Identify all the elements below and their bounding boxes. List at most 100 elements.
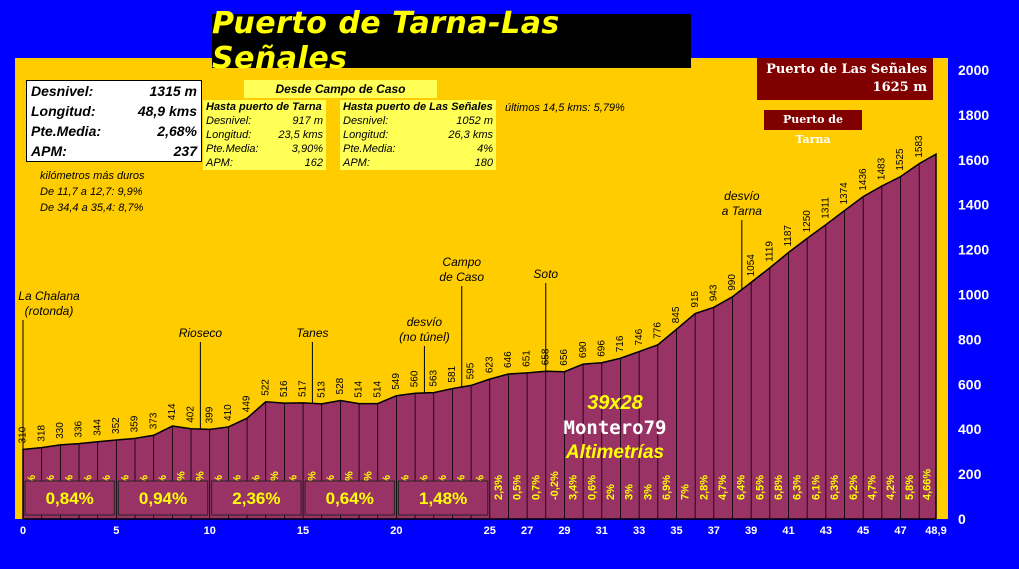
y-tick-label: 1800 [958, 107, 989, 123]
km-gradient-label: -0,2% [549, 471, 561, 500]
km-gradient-label: 4,66% [922, 469, 934, 500]
segment-gradient-label: 1,48% [419, 489, 467, 508]
x-tick-label: 39 [745, 525, 757, 537]
last-km-note: últimos 14,5 kms: 5,79% [505, 102, 625, 114]
segment-gradient-box [211, 480, 302, 516]
panel-value: 917 m [292, 115, 323, 127]
place-annotation: de Caso [439, 270, 484, 284]
altitude-label: 1583 [914, 135, 925, 158]
segment-gradient-box [24, 480, 115, 516]
km-gradient-label: 0,5% [512, 475, 524, 500]
place-annotation: (rotonda) [25, 304, 74, 318]
panel-row: Desnivel: 1052 m [340, 114, 496, 128]
stat-row: Desnivel: 1315 m [27, 81, 201, 101]
x-tick-label: 41 [782, 525, 794, 537]
panel-label: Pte.Media: [206, 143, 259, 155]
km-gradient-label: 4,2% [885, 475, 897, 500]
segment-gradient-label: 0,94% [139, 489, 187, 508]
altitude-label: 1054 [746, 254, 757, 277]
hardest-km-line: De 34,4 a 35,4: 8,7% [40, 202, 144, 214]
panel-row: Pte.Media: 3,90% [203, 142, 326, 156]
altitude-label: 716 [615, 335, 626, 352]
panel-row: APM: 162 [203, 156, 326, 170]
altitude-label: 563 [428, 369, 439, 386]
altitude-label: 516 [279, 380, 290, 397]
stat-label: Desnivel: [31, 83, 94, 99]
km-gradient-label: 0,6% [586, 475, 598, 500]
place-annotation: Campo [442, 255, 481, 269]
altitude-label: 690 [578, 341, 589, 358]
segment-gradient-box [397, 480, 489, 516]
altitude-label: 359 [130, 415, 141, 432]
y-tick-label: 1000 [958, 287, 989, 303]
altitude-label: 776 [652, 322, 663, 339]
panel-label: Pte.Media: [343, 143, 396, 155]
km-gradient-label: 3,4% [568, 475, 580, 500]
altitude-label: 1119 [764, 241, 775, 262]
stat-value: 1315 m [149, 83, 197, 99]
panel-label: Longitud: [206, 129, 252, 141]
y-tick-label: 600 [958, 376, 982, 392]
altitude-label: 1374 [839, 182, 850, 205]
altitude-label: 845 [671, 306, 682, 323]
altitude-label: 514 [354, 380, 365, 397]
segment-gradient-label: 0,64% [326, 489, 374, 508]
place-annotation: La Chalana [18, 289, 80, 303]
km-gradient-label: 5,8% [904, 475, 916, 500]
y-tick-label: 0 [958, 511, 966, 527]
panel-value: 180 [474, 157, 493, 169]
x-tick-label: 45 [857, 525, 869, 537]
panel-label: Longitud: [343, 129, 389, 141]
x-tick-label: 0 [20, 525, 26, 537]
panel-value: 23,5 kms [278, 129, 323, 141]
segment-gradient-box [304, 480, 395, 516]
hardest-km-line: De 11,7 a 12,7: 9,9% [40, 186, 143, 198]
place-annotation: Tanes [296, 326, 328, 340]
altitude-label: 318 [36, 424, 47, 441]
km-gradient-label: 4,7% [866, 475, 878, 500]
panel-label: APM: [206, 157, 233, 169]
summit-name: Puerto de Las Señales [766, 62, 927, 77]
panel-value: 4% [477, 143, 493, 155]
altitude-label: 344 [92, 419, 103, 436]
segment-gradient-box [117, 480, 209, 516]
altitude-label: 414 [167, 403, 178, 420]
km-gradient-label: 6,4% [736, 475, 748, 500]
panel-title: Hasta puerto de Las Señales [343, 101, 493, 113]
y-tick-label: 2000 [958, 62, 989, 78]
stat-label: Longitud: [31, 103, 96, 119]
altitude-label: 595 [466, 362, 477, 379]
place-annotation: (no túnel) [399, 330, 450, 344]
stat-value: 237 [173, 143, 197, 159]
stat-row: Pte.Media: 2,68% [27, 121, 201, 141]
watermark-author: Montero79 [563, 417, 667, 439]
place-annotation: a Tarna [722, 204, 763, 218]
panel-label: APM: [343, 157, 370, 169]
km-gradient-label: 6,3% [829, 475, 841, 500]
altitude-label: 330 [55, 422, 66, 439]
km-gradient-label: 2,8% [698, 475, 710, 500]
x-tick-label: 47 [894, 525, 906, 537]
altitude-label: 581 [447, 365, 458, 382]
x-tick-label: 35 [670, 525, 682, 537]
km-gradient-label: 0,7% [530, 475, 542, 500]
stat-row: APM: 237 [27, 141, 201, 161]
panel-row: Longitud: 26,3 kms [340, 128, 496, 142]
altitude-label: 1483 [876, 157, 887, 180]
km-gradient-label: 6,8% [773, 475, 785, 500]
km-gradient-label: 2,3% [493, 475, 505, 500]
panel-value: 1052 m [456, 115, 493, 127]
altitude-label: 1436 [858, 168, 869, 191]
y-tick-label: 1600 [958, 152, 989, 168]
km-gradient-label: 6,5% [754, 475, 766, 500]
stat-value: 48,9 kms [137, 103, 197, 119]
panel-label: Desnivel: [206, 115, 252, 127]
altitude-label: 1187 [783, 225, 794, 247]
tarna-label-box: Puerto de Tarna [764, 110, 862, 146]
place-annotation: desvío [724, 189, 760, 203]
altitude-label: 336 [74, 420, 85, 437]
x-tick-label: 20 [390, 525, 402, 537]
place-annotation: Soto [533, 267, 558, 281]
place-annotation: Rioseco [179, 326, 223, 340]
altitude-label: 402 [186, 406, 197, 423]
